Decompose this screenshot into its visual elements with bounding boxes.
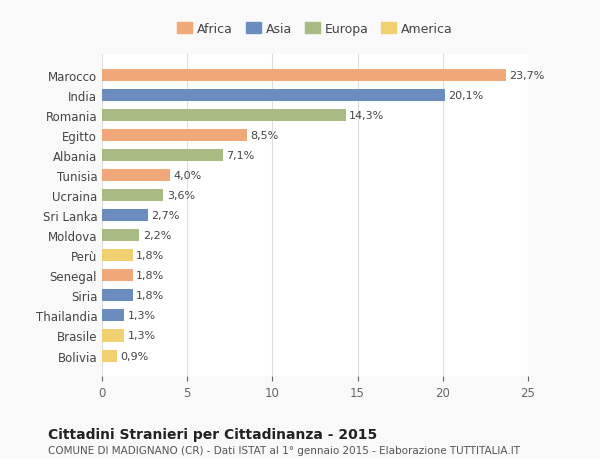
Text: Cittadini Stranieri per Cittadinanza - 2015: Cittadini Stranieri per Cittadinanza - 2… xyxy=(48,427,377,441)
Bar xyxy=(102,270,133,282)
Bar xyxy=(102,310,124,322)
Bar xyxy=(102,190,163,202)
Legend: Africa, Asia, Europa, America: Africa, Asia, Europa, America xyxy=(178,23,452,36)
Bar xyxy=(102,130,247,142)
Text: 1,3%: 1,3% xyxy=(128,331,155,341)
Bar xyxy=(102,230,139,242)
Text: 7,1%: 7,1% xyxy=(226,151,254,161)
Bar xyxy=(102,250,133,262)
Text: 1,3%: 1,3% xyxy=(128,311,155,321)
Text: 2,2%: 2,2% xyxy=(143,231,171,241)
Text: 4,0%: 4,0% xyxy=(173,171,202,181)
Bar xyxy=(102,90,445,102)
Text: 1,8%: 1,8% xyxy=(136,251,164,261)
Bar xyxy=(102,350,118,362)
Bar xyxy=(102,210,148,222)
Text: 3,6%: 3,6% xyxy=(167,191,195,201)
Text: 14,3%: 14,3% xyxy=(349,111,385,121)
Text: 1,8%: 1,8% xyxy=(136,291,164,301)
Text: 1,8%: 1,8% xyxy=(136,271,164,281)
Bar xyxy=(102,170,170,182)
Text: 2,7%: 2,7% xyxy=(151,211,180,221)
Text: COMUNE DI MADIGNANO (CR) - Dati ISTAT al 1° gennaio 2015 - Elaborazione TUTTITAL: COMUNE DI MADIGNANO (CR) - Dati ISTAT al… xyxy=(48,445,520,455)
Bar xyxy=(102,150,223,162)
Text: 23,7%: 23,7% xyxy=(509,71,545,81)
Bar xyxy=(102,70,506,82)
Bar xyxy=(102,110,346,122)
Bar xyxy=(102,330,124,342)
Text: 8,5%: 8,5% xyxy=(250,131,278,141)
Text: 0,9%: 0,9% xyxy=(121,351,149,361)
Bar xyxy=(102,290,133,302)
Text: 20,1%: 20,1% xyxy=(448,91,483,101)
